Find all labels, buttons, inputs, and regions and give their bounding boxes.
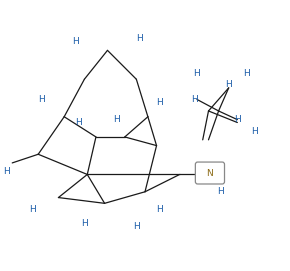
Text: H: H	[251, 127, 258, 136]
Text: H: H	[72, 37, 79, 46]
Text: H: H	[113, 115, 119, 124]
Text: H: H	[38, 95, 44, 104]
Text: N: N	[206, 169, 213, 178]
Text: H: H	[133, 222, 140, 231]
Text: H: H	[3, 167, 10, 176]
Text: H: H	[191, 95, 197, 104]
Text: H: H	[243, 69, 249, 78]
Text: H: H	[136, 34, 143, 43]
Text: H: H	[217, 187, 223, 196]
Text: H: H	[156, 98, 163, 107]
Text: H: H	[194, 69, 200, 78]
Text: H: H	[156, 205, 163, 214]
Text: H: H	[29, 205, 36, 214]
Text: H: H	[234, 115, 241, 124]
Text: H: H	[75, 118, 82, 127]
FancyBboxPatch shape	[195, 162, 224, 184]
Text: H: H	[225, 80, 232, 89]
Text: H: H	[81, 219, 88, 228]
